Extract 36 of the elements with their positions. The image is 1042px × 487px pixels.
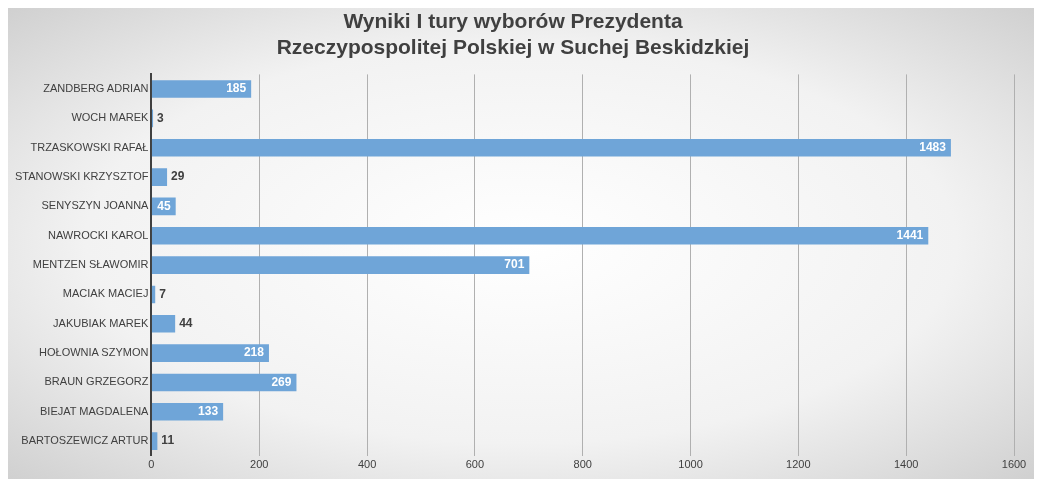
y-tick-label: MACIAK MACIEJ xyxy=(62,287,149,300)
y-tick-label: STANOWSKI KRZYSZTOF xyxy=(15,170,149,183)
y-tick-label: BIEJAT MAGDALENA xyxy=(40,404,150,417)
data-label: 45 xyxy=(157,198,172,213)
x-tick-label: 400 xyxy=(357,458,377,471)
y-tick-label: BARTOSZEWICZ ARTUR xyxy=(21,434,149,447)
data-label: 185 xyxy=(226,81,247,96)
chart-title: Wyniki I tury wyborów Prezydenta Rzeczypospolitej Polskiej w Suchej Beskidzkiej xyxy=(276,9,750,58)
x-tick-label: 800 xyxy=(573,458,592,471)
y-tick-label: MENTZEN SŁAWOMIR xyxy=(32,258,149,271)
x-tick-label: 0 xyxy=(148,458,155,471)
data-label: 701 xyxy=(504,257,525,272)
data-label: 1441 xyxy=(896,228,924,243)
data-label: 269 xyxy=(271,374,292,389)
data-label: 218 xyxy=(243,345,265,360)
y-tick-label: HOŁOWNIA SZYMON xyxy=(39,346,149,359)
data-label: 11 xyxy=(161,433,175,448)
y-tick-label: SENYSZYN JOANNA xyxy=(41,199,150,212)
x-tick-label: 600 xyxy=(465,458,485,471)
x-tick-label: 200 xyxy=(250,458,269,471)
data-label: 7 xyxy=(159,286,167,301)
y-tick-label: BRAUN GRZEGORZ xyxy=(44,375,149,388)
data-label: 1483 xyxy=(919,140,947,155)
x-tick-label: 1200 xyxy=(786,458,811,471)
x-tick-label: 1600 xyxy=(1001,458,1027,471)
x-tick-label: 1400 xyxy=(893,458,919,471)
data-label: 3 xyxy=(157,110,165,125)
y-tick-label: WOCH MAREK xyxy=(71,111,150,124)
data-label: 133 xyxy=(198,404,219,419)
y-tick-label: NAWROCKI KAROL xyxy=(47,228,149,241)
y-tick-label: JAKUBIAK MAREK xyxy=(53,316,150,329)
y-tick-label: TRZASKOWSKI RAFAŁ xyxy=(30,140,149,153)
x-tick-label: 1000 xyxy=(678,458,703,471)
y-tick-label: ZANDBERG ADRIAN xyxy=(43,82,149,95)
data-label: 29 xyxy=(171,169,185,184)
data-label: 44 xyxy=(179,316,193,331)
